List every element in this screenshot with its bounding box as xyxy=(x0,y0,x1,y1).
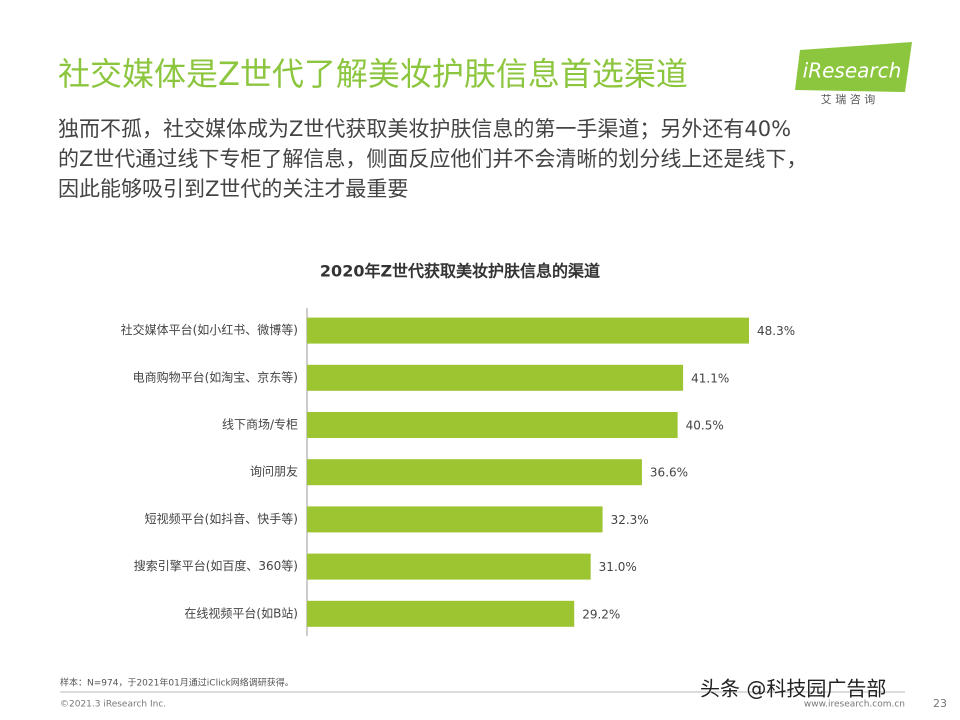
plot: 社交媒体平台(如小红书、微博等) 48.3% 电商购物平台(如淘宝、京东等) 41.1… xyxy=(121,317,795,627)
category-label: 短视频平台(如抖音、快手等) xyxy=(145,511,298,526)
category-label: 线下商场/专柜 xyxy=(222,417,298,432)
bar xyxy=(307,412,678,438)
watermark: 头条 @科技园广告部 xyxy=(700,677,886,701)
category-label: 社交媒体平台(如小红书、微博等) xyxy=(121,322,298,337)
chart-title: 2020年Z世代获取美妆护肤信息的渠道 xyxy=(320,262,600,281)
logo-subname: 艾 瑞 咨 询 xyxy=(821,92,876,106)
page-number: 23 xyxy=(933,697,947,710)
bar xyxy=(307,600,575,627)
bar xyxy=(307,506,603,533)
bar xyxy=(307,364,684,391)
value-label: 40.5% xyxy=(686,419,724,433)
bar xyxy=(307,317,749,344)
logo-name: iResearch xyxy=(803,59,902,83)
category-label: 电商购物平台(如淘宝、京东等) xyxy=(133,369,298,384)
subtitle-line: 的Z世代通过线下专柜了解信息，侧面反应他们并不会清晰的划分线上还是线下， xyxy=(58,147,807,171)
value-label: 48.3% xyxy=(757,324,795,338)
copyright: ©2021.3 iResearch Inc. xyxy=(60,700,166,710)
value-label: 36.6% xyxy=(650,466,688,480)
slide-title: 社交媒体是Z世代了解美妆护肤信息首选渠道 xyxy=(58,55,688,93)
bar xyxy=(307,459,642,486)
footnote: 样本：N=974，于2021年01月通过iClick网络调研获得。 xyxy=(60,677,294,689)
category-label: 询问朋友 xyxy=(250,465,298,479)
category-label: 在线视频平台(如B站) xyxy=(184,605,298,620)
category-label: 搜索引擎平台(如百度、360等) xyxy=(134,558,298,573)
subtitle-line: 独而不孤，社交媒体成为Z世代获取美妆护肤信息的第一手渠道；另外还有40% xyxy=(58,117,791,141)
value-label: 31.0% xyxy=(599,560,637,574)
value-label: 29.2% xyxy=(582,607,620,621)
logo-shape xyxy=(795,42,912,92)
bar xyxy=(307,553,591,580)
value-label: 32.3% xyxy=(611,513,649,527)
website: www.iresearch.com.cn xyxy=(804,700,905,710)
value-label: 41.1% xyxy=(691,371,729,385)
subtitle-line: 因此能够吸引到Z世代的关注才最重要 xyxy=(58,177,408,201)
